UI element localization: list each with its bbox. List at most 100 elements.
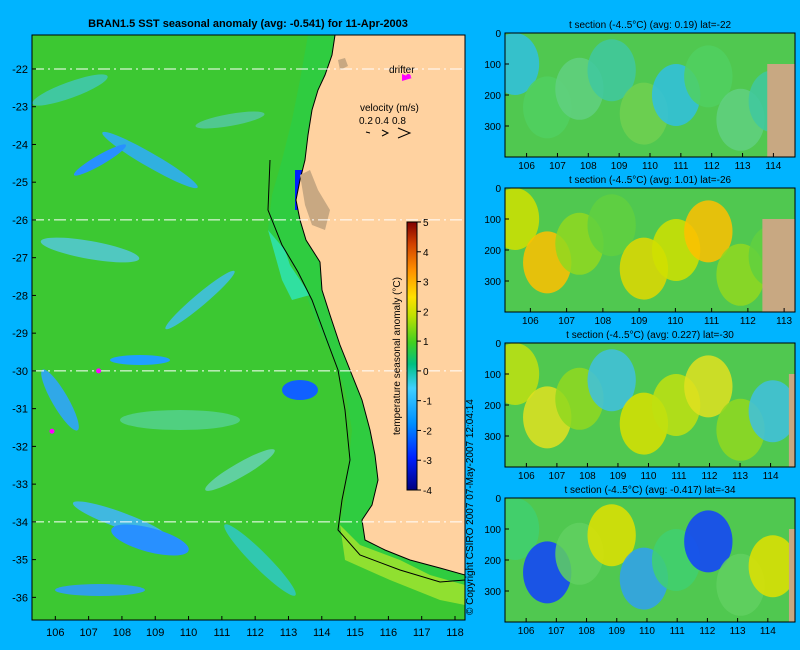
section-land <box>762 219 795 312</box>
section-x-tick-label: 111 <box>670 626 686 637</box>
anomaly-swirl <box>111 524 189 556</box>
section-y-tick-label: 0 <box>495 184 501 195</box>
colorbar-tick-label: 1 <box>423 337 429 348</box>
section-x-tick-label: 108 <box>580 161 597 172</box>
map-x-tick-label: 112 <box>246 627 264 639</box>
colorbar-tick-label: 3 <box>423 278 429 289</box>
section-x-tick-label: 112 <box>740 316 756 327</box>
copyright-text: © Copyright CSIRO 2007 07-May-2007 12:04… <box>465 399 476 615</box>
section-blob <box>748 535 795 598</box>
section-x-tick-label: 106 <box>518 161 535 172</box>
section-title: t section (-4..5°C) (avg: 0.19) lat=-22 <box>569 20 732 31</box>
map-frame <box>31 34 466 621</box>
anomaly-swirl <box>205 449 275 491</box>
anomaly-swirl <box>102 131 198 189</box>
section-y-tick-label: 100 <box>484 525 501 536</box>
section-land <box>767 64 795 157</box>
section-title: t section (-4..5°C) (avg: -0.417) lat=-3… <box>564 485 735 496</box>
colorbar-tick-label: 0 <box>423 367 429 378</box>
section-blob <box>505 498 540 560</box>
map-y-tick-label: -30 <box>12 366 28 378</box>
cape-feature <box>338 58 348 70</box>
section-x-tick-label: 106 <box>518 471 535 482</box>
map-y-tick-label: -22 <box>12 64 28 76</box>
section-x-tick-label: 112 <box>702 471 718 482</box>
section-y-tick-label: 0 <box>495 494 501 505</box>
map-y-tick-label: -27 <box>12 253 28 265</box>
colorbar-tick-label: 5 <box>423 218 429 229</box>
section-field <box>505 498 795 622</box>
section-blob <box>587 349 636 412</box>
velocity-label-1: 0.4 <box>375 116 389 127</box>
section-y-tick-label: 0 <box>495 29 501 40</box>
section-x-tick-label: 112 <box>704 161 720 172</box>
section-y-tick-label: 0 <box>495 339 501 350</box>
anomaly-swirl <box>55 584 145 596</box>
section-y-tick-label: 200 <box>484 91 501 102</box>
velocity-label-2: 0.8 <box>392 116 406 127</box>
map-x-tick-label: 118 <box>446 627 464 639</box>
section-land <box>788 374 795 467</box>
shelf-isobath <box>267 159 465 583</box>
map-x-tick-label: 116 <box>380 627 398 639</box>
anomaly-swirl <box>224 524 296 596</box>
map-x-tick-label: 114 <box>313 627 331 639</box>
section-x-tick-label: 110 <box>640 471 656 482</box>
map-y-tick-label: -36 <box>12 592 28 604</box>
map-y-tick-label: -25 <box>12 177 28 189</box>
map-y-tick-label: -31 <box>12 404 28 416</box>
velocity-arrow-icons <box>365 127 412 139</box>
section-panel: t section (-4..5°C) (avg: 0.227) lat=-30… <box>484 330 796 482</box>
map-y-axis: -22 -23 -24 -25 -26 -27 -28 -29 -30 -31 -32 -33 -34 -… <box>12 64 36 604</box>
section-x-tick-label: 109 <box>608 626 625 637</box>
section-panels: t section (-4..5°C) (avg: 0.19) lat=-22 1… <box>484 20 796 637</box>
section-y-tick-label: 300 <box>484 587 501 598</box>
section-x-tick-label: 108 <box>578 626 595 637</box>
section-panel: t section (-4..5°C) (avg: 1.01) lat=-26 1… <box>484 175 796 327</box>
map-x-tick-label: 109 <box>146 627 164 639</box>
map-x-tick-label: 115 <box>346 627 364 639</box>
colorbar-label: temperature seasonal anomaly (°C) <box>392 277 403 435</box>
shelf-cool-patch <box>268 230 310 300</box>
section-x-tick-label: 110 <box>639 626 655 637</box>
section-title: t section (-4..5°C) (avg: 1.01) lat=-26 <box>569 175 732 186</box>
section-field <box>505 343 795 467</box>
section-blob <box>587 194 636 257</box>
map-x-tick-label: 107 <box>79 627 97 639</box>
section-field <box>505 188 795 312</box>
section-y-tick-label: 300 <box>484 432 501 443</box>
map-y-tick-label: -28 <box>12 290 28 302</box>
section-x-tick-label: 107 <box>548 626 565 637</box>
velocity-legend: velocity (m/s) 0.2 0.4 0.8 <box>359 103 419 139</box>
anomaly-swirl <box>110 355 170 365</box>
shark-bay-land <box>300 170 330 230</box>
section-blob <box>505 188 540 250</box>
section-blob <box>684 200 733 263</box>
map-x-tick-label: 111 <box>213 627 230 639</box>
anomaly-swirl <box>120 410 240 430</box>
colorbar-tick-label: -1 <box>423 397 432 408</box>
section-x-tick-label: 106 <box>518 626 535 637</box>
drifter-markers <box>49 74 411 434</box>
section-x-tick-label: 113 <box>730 626 746 637</box>
map-x-tick-label: 113 <box>280 627 298 639</box>
section-y-tick-label: 200 <box>484 556 501 567</box>
section-x-tick-label: 107 <box>558 316 575 327</box>
section-field <box>505 33 795 157</box>
colorbar-tick-label: -3 <box>423 456 432 467</box>
section-blob <box>505 33 540 95</box>
section-y-tick-label: 200 <box>484 401 501 412</box>
south-coast-warm-band <box>340 525 465 605</box>
section-blob <box>587 504 636 567</box>
map-y-tick-label: -34 <box>12 517 28 529</box>
colorbar: 5 4 3 2 1 0 -1 -2 -3 -4 temperature seasonal anom… <box>392 218 432 497</box>
section-land <box>788 529 795 622</box>
section-panel: t section (-4..5°C) (avg: -0.417) lat=-3… <box>484 485 796 637</box>
section-y-tick-label: 100 <box>484 60 501 71</box>
anomaly-swirl <box>282 380 318 400</box>
map-x-tick-label: 106 <box>46 627 64 639</box>
map-x-tick-label: 108 <box>113 627 131 639</box>
australia-land <box>295 35 465 576</box>
section-x-tick-label: 111 <box>671 471 687 482</box>
